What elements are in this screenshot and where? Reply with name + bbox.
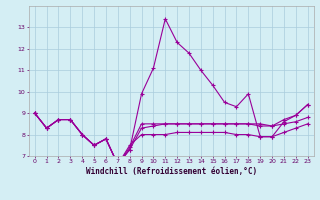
X-axis label: Windchill (Refroidissement éolien,°C): Windchill (Refroidissement éolien,°C) xyxy=(86,167,257,176)
